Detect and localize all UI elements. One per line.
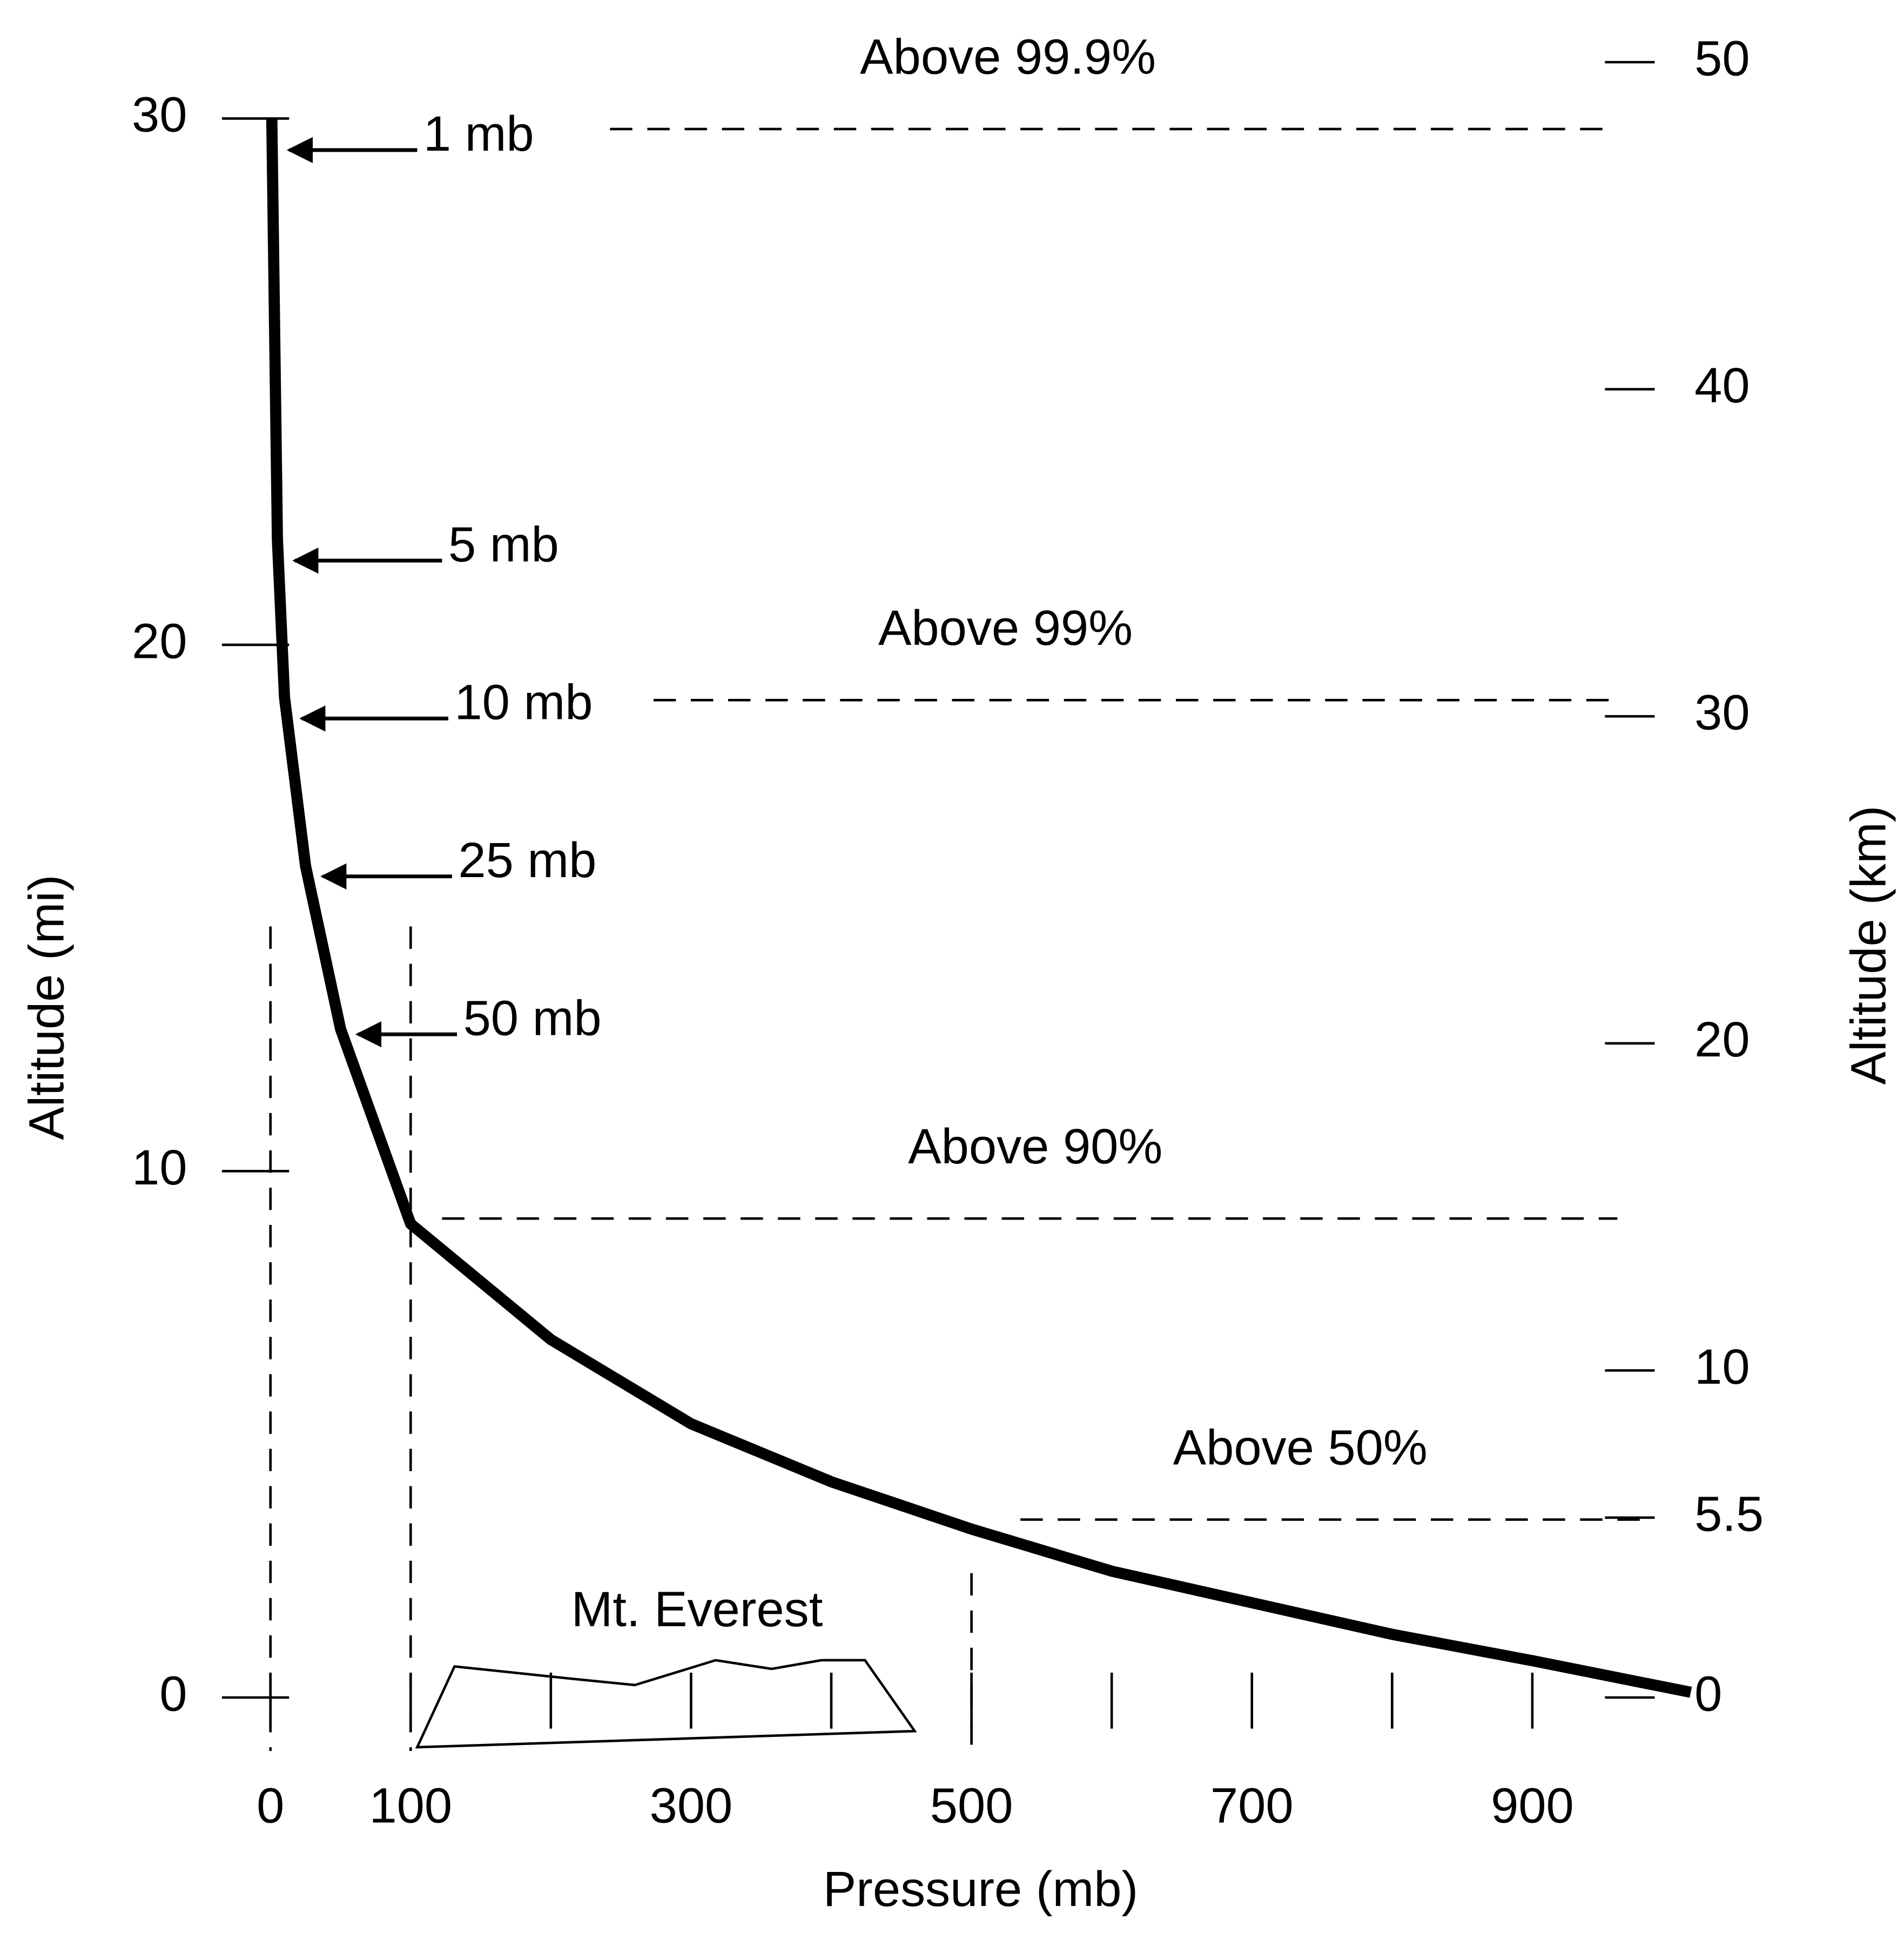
level-label: Above 99% (878, 600, 1133, 656)
x-tick-label: 500 (930, 1778, 1013, 1834)
level-label: Above 90% (908, 1119, 1162, 1174)
x-axis-title: Pressure (mb) (823, 1861, 1138, 1917)
pressure-label: 1 mb (423, 106, 534, 161)
pressure-label: 10 mb (454, 675, 593, 730)
y2-tick-label: 30 (1694, 685, 1750, 740)
y-tick-label: 0 (159, 1666, 187, 1721)
y-axis-title: Altitude (mi) (18, 874, 74, 1140)
x-tick-label: 300 (650, 1778, 733, 1834)
y2-tick-label: 10 (1694, 1339, 1750, 1395)
y2-tick-label: 0 (1694, 1666, 1722, 1721)
everest-label: Mt. Everest (571, 1581, 823, 1637)
x-tick-label: 700 (1210, 1778, 1294, 1834)
mt-everest (415, 1659, 917, 1749)
y2-axis-title: Altitude (km) (1841, 806, 1896, 1085)
x-tick-label: 0 (257, 1778, 284, 1834)
y2-tick-label: 5.5 (1694, 1486, 1764, 1541)
y2-tick-label: 40 (1694, 358, 1750, 413)
pressure-label: 25 mb (458, 832, 596, 888)
y2-tick-label: 50 (1694, 30, 1750, 86)
y2-tick-label: 20 (1694, 1012, 1750, 1067)
x-tick-label: 900 (1491, 1778, 1574, 1834)
level-label: Above 50% (1173, 1419, 1428, 1475)
y-tick-label: 30 (132, 87, 187, 143)
pressure-curve (266, 118, 1692, 1698)
y-tick-label: 20 (132, 613, 187, 669)
y-tick-label: 10 (132, 1140, 187, 1195)
pressure-label: 5 mb (448, 516, 559, 572)
level-label: Above 99.9% (860, 29, 1156, 85)
x-tick-label: 100 (369, 1778, 452, 1834)
pressure-label: 50 mb (463, 990, 602, 1046)
